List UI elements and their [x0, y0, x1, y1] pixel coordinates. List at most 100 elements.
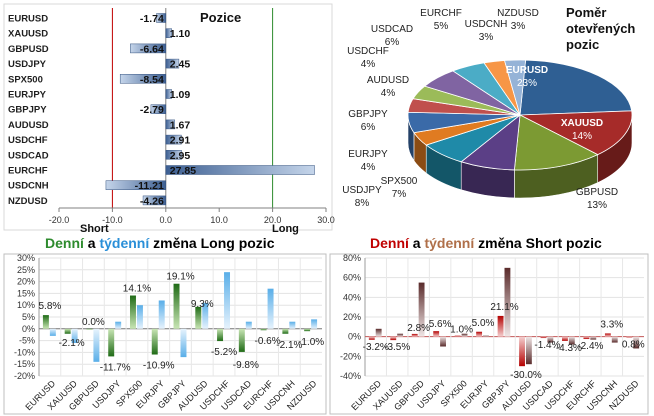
x-tick-label: -10.0: [102, 215, 123, 225]
y-tick-label: 30%: [17, 253, 35, 263]
bar: [267, 288, 274, 329]
bar: [150, 104, 167, 114]
data-label: 5.6%: [429, 319, 452, 330]
bar: [180, 328, 187, 358]
bar: [375, 328, 382, 337]
data-label: -2.1%: [276, 340, 302, 351]
bar: [245, 321, 252, 329]
bar: [165, 150, 182, 160]
bar: [519, 336, 525, 367]
bar: [165, 89, 172, 99]
chart-title-part: Denní: [45, 235, 85, 251]
category-label: XAUUSD: [8, 29, 48, 40]
chart-title-part: změna Short pozic: [474, 235, 602, 251]
chart-title-part: Denní: [370, 235, 410, 251]
bar: [173, 283, 180, 329]
chart-title: Pozice: [200, 10, 241, 25]
bar: [433, 331, 440, 337]
chart-title-part: týdenní: [424, 235, 475, 251]
bar-value-label: 1.67: [170, 119, 191, 131]
bar: [108, 328, 115, 357]
y-tick-label: -20%: [340, 351, 361, 361]
bar-value-label: -6.64: [140, 43, 164, 55]
data-label: -0.6%: [255, 336, 281, 347]
bar: [42, 315, 49, 329]
x-tick-label: 0.0: [160, 215, 173, 225]
bar: [583, 336, 590, 340]
pie-slice-percent: 14%: [572, 131, 592, 142]
data-label: -5.2%: [211, 347, 237, 358]
bar: [165, 58, 180, 69]
data-label: 1.0%: [450, 325, 473, 336]
data-label: -1.0%: [298, 337, 324, 348]
bar: [504, 267, 511, 337]
bar-value-label: -4.26: [140, 195, 164, 207]
bar: [165, 28, 172, 38]
data-label: 21.1%: [490, 302, 518, 313]
bar: [165, 165, 315, 175]
y-tick-label: 20%: [343, 312, 361, 322]
bar-value-label: -1.74: [140, 13, 164, 25]
bar-value-label: -8.54: [140, 74, 164, 86]
y-tick-label: 60%: [343, 273, 361, 283]
data-label: 0.8%: [622, 339, 645, 350]
category-label: USDJPY: [8, 59, 47, 70]
data-label: 5.8%: [38, 301, 61, 312]
pie-chart: EURUSD 23% XAUUSD 14% GBPUSD 13% USDJPY 8% SPX50…: [342, 5, 635, 211]
bar: [282, 328, 289, 334]
category-label: EURUSD: [8, 14, 48, 25]
data-label: 5.0%: [472, 318, 495, 329]
y-tick-label: 10%: [17, 300, 35, 310]
data-label: 14.1%: [123, 284, 151, 295]
data-label: -4.3%: [556, 343, 582, 354]
pie-slice-percent: 13%: [587, 200, 607, 211]
y-tick-label: -10%: [14, 347, 35, 357]
data-label: 19.1%: [166, 272, 194, 283]
data-label: 2.8%: [407, 323, 430, 334]
bar-value-label: 1.09: [170, 89, 191, 101]
bar: [304, 328, 311, 332]
long-change-chart: Denní a týdenní změna Long pozic 30% 25% 20…: [3, 235, 327, 415]
category-label: USDCAD: [8, 150, 49, 161]
data-label: 3.3%: [600, 319, 623, 330]
bar: [604, 333, 611, 337]
pie-slice-label: GBPJPY: [348, 109, 388, 120]
bar: [165, 134, 182, 145]
chart-frame: [329, 253, 649, 415]
chart-title-part: změna Long pozic: [149, 235, 274, 251]
positions-chart-frame: [3, 3, 333, 231]
pie-slice-label: EURJPY: [348, 149, 388, 160]
bar: [151, 328, 158, 355]
x-tick-label: 20.0: [264, 215, 282, 225]
bar: [540, 336, 547, 339]
bar: [411, 333, 418, 337]
bar: [238, 328, 245, 352]
y-tick-label: 0%: [348, 332, 361, 342]
pie-slice-label: EURCHF: [420, 8, 462, 19]
pie-slice-percent: 8%: [355, 198, 370, 209]
bar: [217, 328, 224, 342]
chart-title: Denní a týdenní změna Long pozic: [45, 235, 275, 251]
category-label: GBPJPY: [8, 105, 47, 116]
pie-slice-label: XAUUSD: [561, 118, 603, 129]
bar: [202, 302, 209, 329]
bar: [547, 336, 554, 343]
pie-slice-percent: 6%: [385, 37, 400, 48]
bar: [525, 336, 532, 365]
positions-chart: -20.0 -10.0 0.0 10.0 20.0 30.0 EURUSD -1.74 XAUU…: [3, 3, 335, 235]
bar: [105, 180, 167, 190]
bar: [368, 336, 375, 340]
pie-slice-label: USDCNH: [465, 19, 508, 30]
data-label: -2.1%: [59, 338, 85, 349]
data-label: -11.7%: [100, 362, 131, 373]
data-label: -3.5%: [384, 342, 410, 353]
bar: [568, 336, 575, 345]
pie-slice-label: USDCHF: [347, 46, 389, 57]
bar: [115, 321, 122, 329]
category-label: SPX500: [8, 74, 43, 85]
pie-title: pozic: [566, 37, 599, 52]
data-label: 9.3%: [191, 299, 214, 310]
pie-slice-label: USDCAD: [371, 24, 413, 35]
pie-slice-label: GBPUSD: [576, 187, 618, 198]
